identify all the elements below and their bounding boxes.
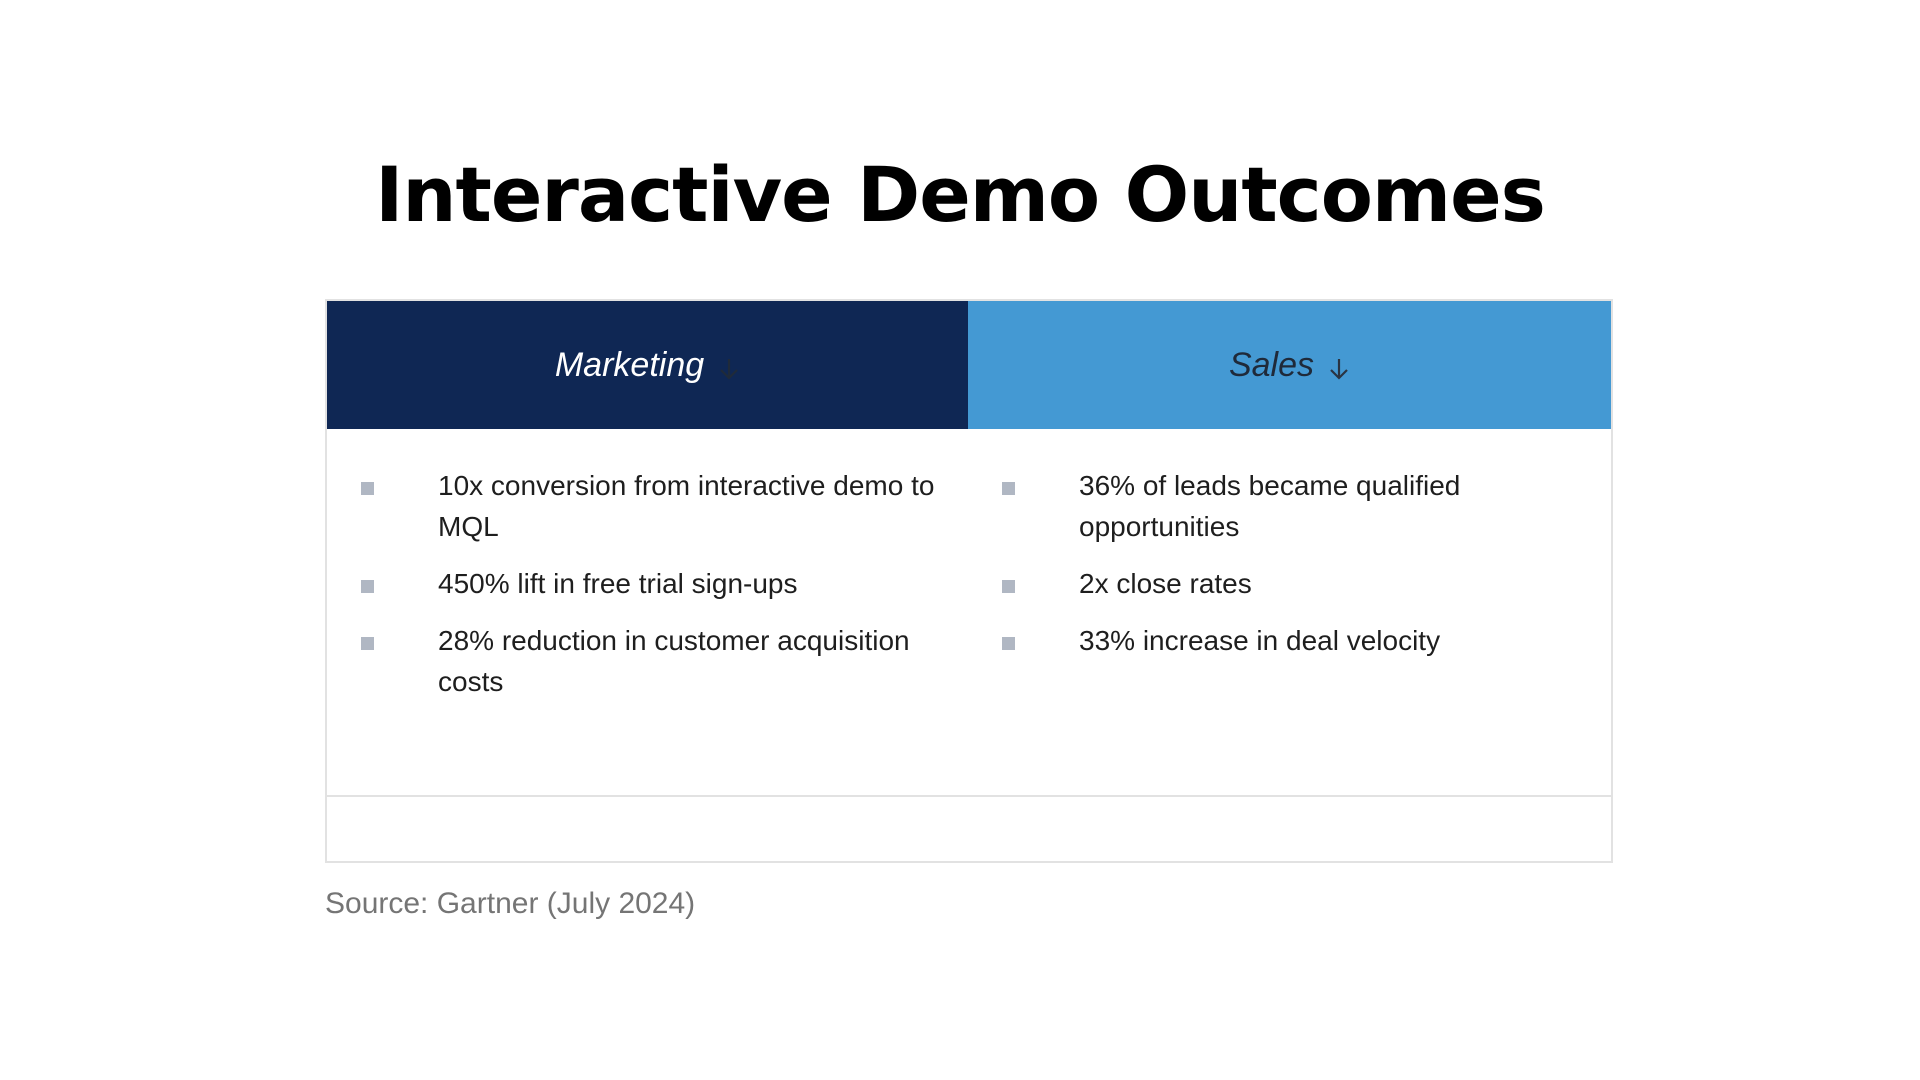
list-item: 2x close rates [968, 563, 1611, 604]
square-bullet-icon [1002, 637, 1015, 650]
column-header-marketing[interactable]: Marketing [327, 301, 968, 429]
list-item: 28% reduction in customer acquisition co… [327, 620, 968, 702]
column-header-label: Sales [1228, 345, 1315, 384]
sales-list: 36% of leads became qualified opportunit… [968, 465, 1611, 661]
list-item-text: 2x close rates [1079, 568, 1252, 599]
list-item-text: 33% increase in deal velocity [1079, 625, 1441, 656]
source-caption: Source: Gartner (July 2024) [325, 887, 696, 920]
page-title: Interactive Demo Outcomes [375, 150, 1546, 239]
square-bullet-icon [361, 482, 374, 495]
list-item-text: 10x conversion from interactive demo to … [438, 470, 935, 542]
list-item: 450% lift in free trial sign-ups [327, 563, 968, 604]
square-bullet-icon [361, 580, 374, 593]
table-body-row: 10x conversion from interactive demo to … [327, 429, 1611, 797]
list-item-text: 450% lift in free trial sign-ups [438, 568, 798, 599]
sales-column: 36% of leads became qualified opportunit… [968, 465, 1611, 677]
square-bullet-icon [361, 637, 374, 650]
arrow-down-icon [718, 351, 740, 390]
table-empty-row [327, 797, 1611, 861]
outcomes-table: Marketing Sales 10x co [325, 299, 1613, 863]
list-item: 10x conversion from interactive demo to … [327, 465, 968, 547]
table-header-row: Marketing Sales [327, 301, 1611, 429]
column-header-label: Marketing [554, 345, 705, 384]
list-item: 36% of leads became qualified opportunit… [968, 465, 1611, 547]
arrow-down-icon [1328, 351, 1350, 390]
list-item: 33% increase in deal velocity [968, 620, 1611, 661]
square-bullet-icon [1002, 580, 1015, 593]
list-item-text: 28% reduction in customer acquisition co… [438, 625, 910, 697]
list-item-text: 36% of leads became qualified opportunit… [1079, 470, 1461, 542]
column-header-sales[interactable]: Sales [968, 301, 1611, 429]
marketing-column: 10x conversion from interactive demo to … [327, 465, 968, 718]
marketing-list: 10x conversion from interactive demo to … [327, 465, 968, 702]
square-bullet-icon [1002, 482, 1015, 495]
